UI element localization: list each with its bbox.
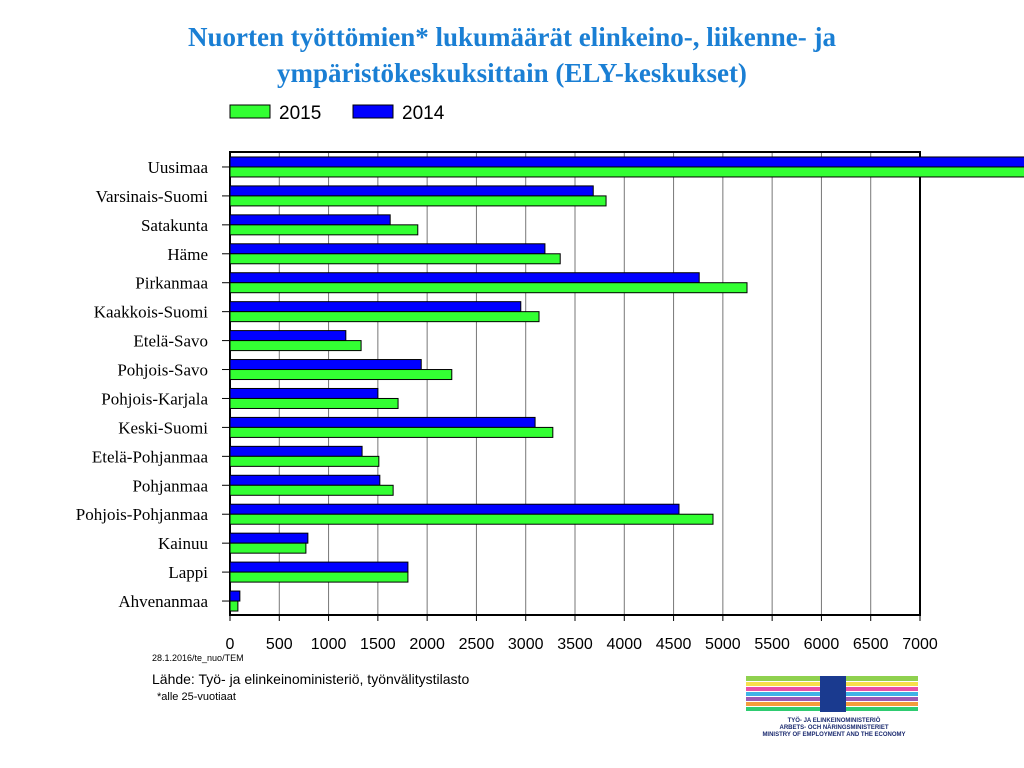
legend-label: 2014: [402, 103, 445, 124]
x-tick-label: 5500: [754, 636, 790, 653]
bar: [229, 426, 554, 438]
y-tick-label: Keski-Suomi: [118, 418, 208, 437]
y-tick-label: Kaakkois-Suomi: [94, 303, 209, 322]
bar: [229, 214, 391, 226]
x-tick-label: 2500: [459, 636, 495, 653]
logo-text: MINISTRY OF EMPLOYMENT AND THE ECONOMY: [762, 732, 905, 738]
logo-text: ARBETS- OCH NÄRINGSMINISTERIET: [779, 724, 888, 731]
x-tick-label: 3500: [557, 636, 593, 653]
bar: [229, 455, 380, 467]
bar: [229, 387, 379, 399]
x-tick-label: 4000: [606, 636, 642, 653]
legend-swatch: [229, 104, 271, 119]
logo-text: TYÖ- JA ELINKEINOMINISTERIÖ: [788, 717, 881, 724]
bar: [229, 532, 309, 544]
y-tick-label: Varsinais-Suomi: [96, 187, 209, 206]
bar: [229, 416, 536, 428]
x-tick-label: 7000: [902, 636, 938, 653]
y-tick-label: Ahvenanmaa: [118, 592, 208, 611]
bar: [229, 340, 362, 352]
y-tick-label: Pohjois-Savo: [117, 361, 208, 380]
bar: [229, 185, 594, 197]
bar: [229, 311, 540, 323]
bar: [229, 474, 381, 486]
bar: [229, 359, 422, 371]
y-tick-label: Satakunta: [141, 216, 208, 235]
bar: [229, 301, 522, 313]
y-tick-label: Etelä-Savo: [133, 332, 208, 351]
bar: [229, 224, 419, 236]
y-tick-label: Pohjois-Pohjanmaa: [76, 505, 209, 524]
x-tick-label: 4500: [656, 636, 692, 653]
date-stamp: 28.1.2016/te_nuo/TEM: [152, 653, 244, 663]
footnote: *alle 25-vuotiaat: [157, 691, 236, 703]
bar: [229, 571, 409, 583]
logo: [746, 676, 918, 712]
x-tick-label: 2000: [409, 636, 445, 653]
bar: [229, 561, 409, 573]
bar: [229, 397, 399, 409]
bar: [229, 484, 394, 496]
x-tick-label: 5000: [705, 636, 741, 653]
chart-title: Nuorten työttömien* lukumäärät elinkeino…: [188, 22, 836, 52]
bar: [229, 590, 241, 602]
x-tick-label: 500: [266, 636, 293, 653]
y-tick-label: Pohjanmaa: [132, 476, 208, 495]
x-tick-label: 3000: [508, 636, 544, 653]
y-tick-label: Kainuu: [158, 534, 209, 553]
bar: [229, 513, 714, 525]
legend-swatch: [352, 104, 394, 119]
legend-label: 2015: [279, 103, 321, 124]
bar: [229, 330, 347, 342]
x-tick-label: 0: [226, 636, 235, 653]
bar: [229, 600, 239, 612]
y-tick-label: Häme: [167, 245, 208, 264]
y-tick-label: Etelä-Pohjanmaa: [92, 447, 209, 466]
chart-title: ympäristökeskuksittain (ELY-keskukset): [277, 58, 747, 88]
bar: [229, 243, 546, 255]
y-tick-label: Pirkanmaa: [135, 274, 208, 293]
y-tick-label: Pohjois-Karjala: [101, 389, 208, 408]
x-tick-label: 1500: [360, 636, 396, 653]
bar: [229, 445, 363, 457]
x-tick-label: 6000: [804, 636, 840, 653]
x-tick-label: 1000: [311, 636, 347, 653]
bar: [229, 156, 1024, 168]
bar: [229, 166, 1024, 178]
bar: [229, 542, 307, 554]
x-tick-label: 6500: [853, 636, 889, 653]
bar: [229, 253, 561, 265]
plot-frame: [229, 151, 921, 616]
source: Lähde: Työ- ja elinkeinoministeriö, työn…: [152, 671, 469, 687]
bar: [229, 195, 607, 207]
bar: [229, 282, 748, 294]
bar: [229, 503, 680, 515]
y-tick-label: Lappi: [168, 563, 208, 582]
bar: [229, 369, 453, 381]
bar: [229, 272, 700, 284]
y-tick-label: Uusimaa: [148, 158, 209, 177]
